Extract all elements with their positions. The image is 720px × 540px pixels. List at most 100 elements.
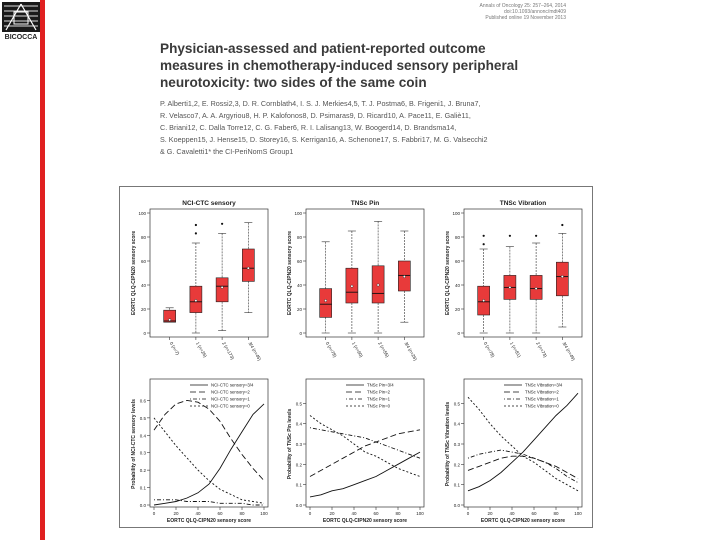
x-tick-label: 40 [195, 511, 201, 516]
y-tick-label: 0.3 [296, 442, 303, 447]
title-line-3: neurotoxicity: two sides of the same coi… [160, 75, 427, 90]
x-tick-label: 0 [467, 511, 470, 516]
category-label: 0 (n=78) [325, 341, 338, 359]
y-axis-label: EORTC QLQ-CIPN20 sensory score [445, 231, 451, 315]
title-line-1: Physician-assessed and patient-reported … [160, 41, 486, 56]
journal-line-1: Annals of Oncology 25: 257–264, 2014 [479, 3, 566, 9]
plot-frame [305, 208, 425, 338]
x-tick-label: 20 [173, 511, 179, 516]
series-line [467, 449, 579, 483]
x-axis-label: EORTC QLQ-CIPN20 sensory score [323, 518, 407, 524]
logo-graphic [2, 2, 40, 32]
y-tick-label: 0.2 [140, 468, 147, 473]
series-line [309, 427, 421, 459]
boxplot-title: NCI-CTC sensory [182, 200, 236, 207]
x-tick-label: 60 [373, 511, 379, 516]
y-tick-label: 40 [297, 283, 303, 288]
mean-point [402, 275, 406, 279]
y-tick-label: 0.3 [140, 451, 147, 456]
series-line [309, 451, 421, 498]
mean-point [324, 299, 328, 303]
y-tick-label: 0.0 [454, 503, 461, 508]
category-label: 3/4 (n=49) [561, 341, 576, 362]
y-tick-label: 100 [452, 211, 460, 216]
y-tick-label: 60 [141, 259, 147, 264]
category-label: 2 (n=55) [377, 341, 390, 359]
y-tick-label: 0.1 [454, 483, 461, 488]
mean-point [482, 299, 486, 303]
outlier-point [482, 234, 485, 237]
category-label: 2 (n=73) [535, 341, 548, 359]
y-tick-label: 0.1 [140, 486, 147, 491]
y-tick-label: 0.0 [296, 503, 303, 508]
y-tick-label: 0.6 [140, 398, 147, 403]
legend-label: TNSc Vibration=3/4 [525, 383, 563, 388]
y-tick-label: 0.5 [454, 401, 461, 406]
y-tick-label: 60 [455, 259, 461, 264]
outlier-point [221, 222, 224, 225]
box [242, 248, 255, 282]
author-line: C. Briani12, C. Dalla Torre12, C. G. Fab… [160, 123, 457, 132]
category-label: 1 (n=26) [195, 341, 208, 359]
category-label: 0 (n=7) [169, 341, 181, 356]
mean-point [508, 286, 512, 289]
series-line [153, 417, 265, 504]
mean-point [220, 286, 224, 289]
author-list: P. Alberti1,2, E. Rossi2,3, D. R. Cornbl… [160, 98, 570, 158]
author-line: & G. Cavaletti1* the CI-PeriNomS Group1 [160, 147, 294, 156]
y-tick-label: 20 [297, 307, 303, 312]
left-sidebar: BICOCCA [0, 0, 46, 540]
outlier-point [561, 223, 564, 227]
x-tick-label: 80 [239, 511, 245, 516]
university-logo: BICOCCA [2, 2, 40, 46]
title-line-2: measures in chemotherapy-induced sensory… [160, 58, 519, 73]
category-label: 1 (n=90) [351, 341, 364, 359]
outlier-point [194, 232, 197, 235]
category-label: 1 (n=81) [509, 341, 522, 359]
y-tick-label: 0 [299, 331, 302, 336]
author-line: P. Alberti1,2, E. Rossi2,3, D. R. Cornbl… [160, 99, 481, 108]
category-label: 3/4 (n=26) [403, 341, 418, 362]
category-label: 0 (n=78) [483, 341, 496, 359]
x-tick-label: 20 [329, 511, 335, 516]
outlier-point [194, 223, 197, 227]
x-tick-label: 60 [531, 511, 537, 516]
x-tick-label: 0 [309, 511, 312, 516]
mean-point [560, 275, 564, 279]
logo-text: BICOCCA [4, 34, 38, 41]
x-tick-label: 80 [553, 511, 559, 516]
outlier-point [535, 234, 538, 237]
y-tick-label: 100 [294, 211, 302, 216]
category-label: 2 (n=173) [221, 341, 235, 361]
y-tick-label: 0.0 [140, 503, 147, 508]
mean-point [350, 284, 354, 288]
y-tick-label: 60 [297, 259, 303, 264]
y-axis-label: Probability of TNSc Vibration levels [445, 402, 451, 487]
legend-label: TNSc Vibration=1 [525, 397, 559, 402]
legend-label: NCI-CTC sensory=3/4 [211, 383, 254, 388]
box [319, 288, 332, 318]
x-tick-label: 100 [260, 511, 268, 516]
legend-label: NCI-CTC sensory=0 [211, 404, 250, 409]
y-tick-label: 40 [141, 283, 147, 288]
mean-point [168, 318, 172, 322]
y-tick-label: 80 [455, 235, 461, 240]
x-tick-label: 100 [416, 511, 424, 516]
y-axis-label: EORTC QLQ-CIPN20 sensory score [131, 231, 137, 315]
legend-label: TNSc Pin=3/4 [367, 383, 394, 388]
x-tick-label: 40 [509, 511, 515, 516]
y-tick-label: 0.2 [454, 462, 461, 467]
plot-frame [463, 378, 583, 508]
y-tick-label: 0 [457, 331, 460, 336]
y-axis-label: Probability of TNSc Pin levels [287, 408, 293, 479]
category-label: 3/4 (n=45) [247, 341, 262, 362]
box [215, 277, 229, 303]
legend-label: TNSc Pin=1 [367, 397, 391, 402]
boxplot-title: TNSc Vibration [500, 200, 547, 207]
x-tick-label: 80 [395, 511, 401, 516]
x-tick-label: 100 [574, 511, 582, 516]
plot-frame [305, 378, 425, 508]
box [556, 261, 569, 297]
y-tick-label: 20 [455, 307, 461, 312]
figure-svg: NCI-CTC sensory 0 20 40 60 80 100 EORTC QLQ-CIP… [131, 200, 583, 524]
